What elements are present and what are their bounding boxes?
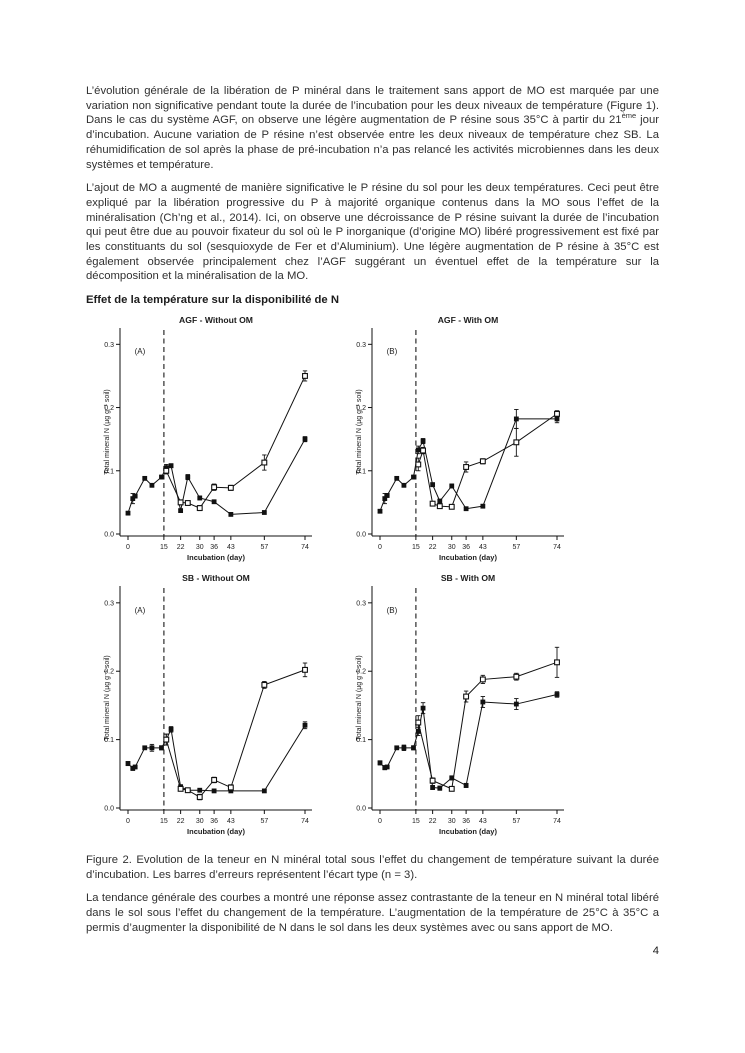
- x-tick-label: 0: [126, 544, 130, 551]
- paragraph-p-mineral: L’évolution générale de la libération de…: [86, 84, 659, 172]
- figure-caption: Figure 2. Evolution de la teneur en N mi…: [86, 853, 659, 881]
- x-tick-label: 0: [378, 544, 382, 551]
- x-tick-label: 15: [160, 544, 168, 551]
- x-tick-label: 15: [160, 818, 168, 825]
- y-tick-label: 0.0: [104, 531, 114, 538]
- x-tick-label: 36: [210, 544, 218, 551]
- chart-title: AGF - With OM: [438, 315, 499, 325]
- series-open-square: [415, 410, 560, 510]
- x-tick-label: 30: [196, 544, 204, 551]
- x-tick-label: 36: [462, 818, 470, 825]
- y-tick-label: 0.3: [104, 342, 114, 349]
- x-tick-label: 57: [512, 544, 520, 551]
- chart-svg-sb-without-om: SB - Without OM (A) 0.0 0.1 0.2 0.3 0 15 22 30 36 4…: [104, 573, 312, 836]
- x-tick-label: 74: [553, 544, 561, 551]
- x-tick-label: 43: [479, 544, 487, 551]
- y-tick-label: 0.3: [104, 600, 114, 607]
- x-axis-label: Incubation (day): [439, 553, 497, 562]
- chart-title: SB - Without OM: [182, 573, 250, 583]
- x-tick-label: 22: [177, 818, 185, 825]
- y-tick-label: 0.0: [104, 805, 114, 812]
- chart-sb-without-om: SB - Without OM (A) 0.0 0.1 0.2 0.3 0 15 22 30 36 4…: [102, 572, 346, 840]
- x-tick-label: 74: [301, 818, 309, 825]
- chart-agf-with-om: AGF - With OM (B) 0.0 0.1 0.2 0.3 0 15 22 30 36 43 5…: [354, 314, 598, 566]
- y-tick-label: 0.1: [356, 737, 366, 744]
- series-filled-square: [377, 691, 560, 791]
- x-axis-label: Incubation (day): [439, 827, 497, 836]
- x-tick-label: 57: [260, 544, 268, 551]
- x-tick-label: 30: [196, 818, 204, 825]
- x-tick-label: 36: [210, 818, 218, 825]
- y-axis-label: Total mineral N (µg g⁻¹ soil): [104, 389, 111, 475]
- section-heading: Effet de la température sur la disponibi…: [86, 294, 339, 307]
- chart-title: AGF - Without OM: [179, 315, 253, 325]
- paragraph-p-mineral-text: L’évolution générale de la libération de…: [86, 85, 659, 127]
- paragraph-mo-effect: L’ajout de MO a augmenté de manière sign…: [86, 182, 659, 283]
- series-open-square: [163, 662, 308, 801]
- y-tick-label: 0.2: [356, 669, 366, 676]
- x-tick-label: 43: [479, 818, 487, 825]
- x-tick-label: 30: [448, 544, 456, 551]
- x-tick-label: 30: [448, 818, 456, 825]
- panel-label: (B): [387, 606, 398, 615]
- chart-agf-without-om: AGF - Without OM (A) 0.0 0.1 0.2 0.3 0 15 22 30 36…: [102, 314, 346, 566]
- x-tick-label: 22: [429, 818, 437, 825]
- y-tick-label: 0.2: [356, 405, 366, 412]
- x-tick-label: 36: [462, 544, 470, 551]
- series-open-square: [415, 646, 560, 792]
- x-tick-label: 74: [301, 544, 309, 551]
- chart-sb-with-om: SB - With OM (B) 0.0 0.1 0.2 0.3 0 15 22 30 36 43 57…: [354, 572, 598, 840]
- x-tick-label: 22: [177, 544, 185, 551]
- x-tick-label: 43: [227, 544, 235, 551]
- x-tick-label: 74: [553, 818, 561, 825]
- chart-title: SB - With OM: [441, 573, 495, 583]
- paragraph-conclusion: La tendance générale des courbes a montr…: [86, 892, 659, 934]
- y-tick-label: 0.3: [356, 342, 366, 349]
- superscript-eme: ème: [621, 111, 637, 121]
- chart-svg-sb-with-om: SB - With OM (B) 0.0 0.1 0.2 0.3 0 15 22 30 36 43 57…: [356, 573, 564, 836]
- series-open-square: [163, 370, 308, 511]
- y-axis-label: Total mineral N (µg g⁻¹ soil): [104, 655, 111, 741]
- y-tick-label: 0.1: [356, 468, 366, 475]
- figure-2: AGF - Without OM (A) 0.0 0.1 0.2 0.3 0 15 22 30 36…: [102, 314, 659, 840]
- chart-svg-agf-with-om: AGF - With OM (B) 0.0 0.1 0.2 0.3 0 15 22 30 36 43 5…: [356, 315, 564, 562]
- x-tick-label: 57: [260, 818, 268, 825]
- page-number: 4: [652, 945, 659, 958]
- y-axis-label: Total mineral N (µg g⁻¹ soil): [356, 655, 363, 741]
- x-tick-label: 15: [412, 818, 420, 825]
- x-tick-label: 22: [429, 544, 437, 551]
- panel-label: (B): [387, 347, 398, 356]
- x-tick-label: 43: [227, 818, 235, 825]
- y-tick-label: 0.1: [104, 468, 114, 475]
- y-axis-label: Total mineral N (µg g⁻¹ soil): [356, 389, 363, 475]
- series-filled-square: [125, 436, 308, 517]
- x-tick-label: 0: [126, 818, 130, 825]
- x-tick-label: 57: [512, 818, 520, 825]
- series-filled-square: [377, 408, 560, 514]
- chart-svg-agf-without-om: AGF - Without OM (A) 0.0 0.1 0.2 0.3 0 15 22 30 36…: [104, 315, 312, 562]
- y-tick-label: 0.2: [104, 669, 114, 676]
- y-tick-label: 0.2: [104, 405, 114, 412]
- x-tick-label: 0: [378, 818, 382, 825]
- y-tick-label: 0.1: [104, 737, 114, 744]
- x-tick-label: 15: [412, 544, 420, 551]
- x-axis-label: Incubation (day): [187, 553, 245, 562]
- y-tick-label: 0.0: [356, 805, 366, 812]
- panel-label: (A): [135, 347, 146, 356]
- y-tick-label: 0.3: [356, 600, 366, 607]
- x-axis-label: Incubation (day): [187, 827, 245, 836]
- panel-label: (A): [135, 606, 146, 615]
- y-tick-label: 0.0: [356, 531, 366, 538]
- paragraph-p-mineral-text-2: jour d’incubation. Aucune variation de P…: [86, 114, 659, 171]
